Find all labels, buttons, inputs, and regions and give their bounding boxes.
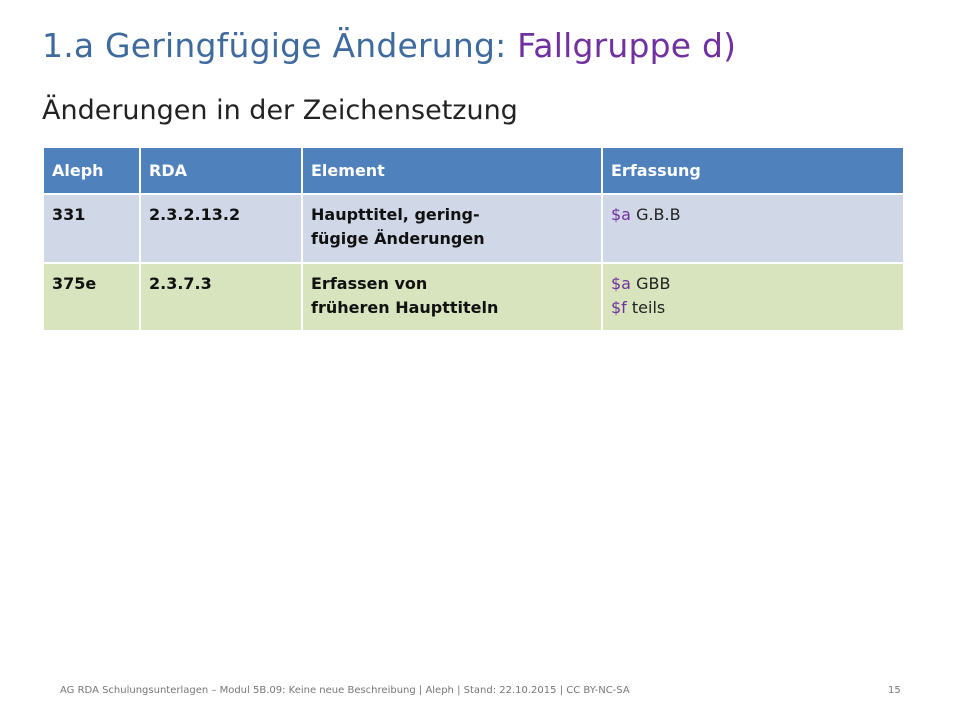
cell-rda: 2.3.7.3	[139, 262, 303, 332]
cell-rda: 2.3.2.13.2	[139, 193, 303, 264]
slide-title-main: 1.a Geringfügige Änderung:	[42, 26, 518, 65]
subfield-value: GBB	[630, 274, 671, 293]
subfield-code: $a	[611, 205, 631, 224]
slide-subtitle: Änderungen in der Zeichensetzung	[42, 95, 518, 126]
header-rda: RDA	[139, 146, 303, 195]
footer-text: AG RDA Schulungsunterlagen – Modul 5B.09…	[60, 685, 630, 696]
cell-element: Erfassen von früheren Haupttiteln	[301, 262, 603, 332]
header-aleph: Aleph	[42, 146, 141, 195]
table-row: 375e 2.3.7.3 Erfassen von früheren Hauptt…	[42, 262, 905, 332]
cell-aleph: 375e	[42, 262, 141, 332]
cell-erfassung: $a G.B.B	[601, 193, 905, 264]
cell-element-line: Erfassen von	[311, 274, 428, 293]
header-element: Element	[301, 146, 603, 195]
slide-title: 1.a Geringfügige Änderung: Fallgruppe d)	[42, 26, 736, 65]
table-row: 331 2.3.2.13.2 Haupttitel, gering-fügige…	[42, 193, 905, 264]
cell-element-line: fügige Änderungen	[311, 229, 485, 248]
subfield-code: $a	[611, 274, 631, 293]
header-erfassung: Erfassung	[601, 146, 905, 195]
page-number: 15	[888, 685, 901, 696]
slide-title-highlight: Fallgruppe d)	[517, 26, 737, 65]
mapping-table: Aleph RDA Element Erfassung 331 2.3.2.13…	[42, 146, 905, 332]
subfield-value: G.B.B	[630, 205, 681, 224]
cell-element-line: Haupttitel, gering-	[311, 205, 480, 224]
subfield-value: teils	[626, 298, 666, 317]
table-header-row: Aleph RDA Element Erfassung	[42, 146, 905, 195]
cell-element-line: früheren Haupttiteln	[311, 298, 499, 317]
subfield-code: $f	[611, 298, 627, 317]
cell-aleph: 331	[42, 193, 141, 264]
cell-element: Haupttitel, gering-fügige Änderungen	[301, 193, 603, 264]
cell-erfassung: $a GBB $f teils	[601, 262, 905, 332]
